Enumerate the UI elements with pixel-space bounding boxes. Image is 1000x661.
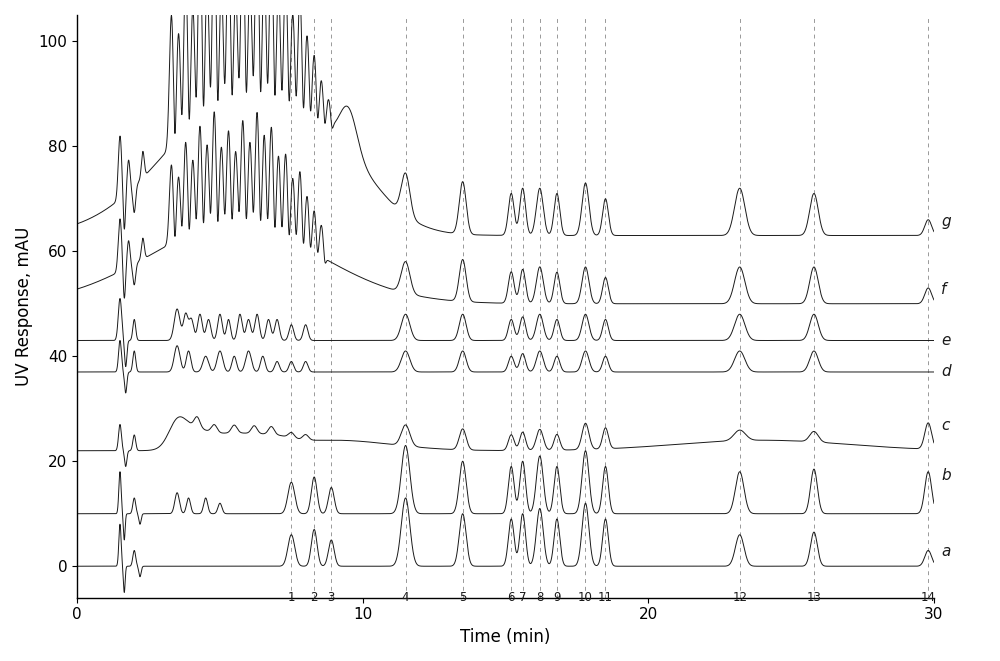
Text: b: b: [941, 468, 951, 483]
Text: 10: 10: [578, 592, 593, 604]
Text: f: f: [941, 282, 946, 297]
Text: 1: 1: [288, 592, 295, 604]
Text: 3: 3: [328, 592, 335, 604]
X-axis label: Time (min): Time (min): [460, 628, 551, 646]
Y-axis label: UV Response, mAU: UV Response, mAU: [15, 227, 33, 386]
Text: a: a: [941, 544, 950, 559]
Text: 4: 4: [402, 592, 409, 604]
Text: 5: 5: [459, 592, 466, 604]
Text: 14: 14: [921, 592, 936, 604]
Text: 6: 6: [507, 592, 515, 604]
Text: 13: 13: [807, 592, 821, 604]
Text: d: d: [941, 364, 951, 379]
Text: 11: 11: [598, 592, 613, 604]
Text: g: g: [941, 214, 951, 229]
Text: 8: 8: [536, 592, 543, 604]
Text: 12: 12: [732, 592, 747, 604]
Text: 9: 9: [553, 592, 561, 604]
Text: 2: 2: [310, 592, 318, 604]
Text: e: e: [941, 333, 950, 348]
Text: 7: 7: [519, 592, 526, 604]
Text: c: c: [941, 418, 949, 432]
